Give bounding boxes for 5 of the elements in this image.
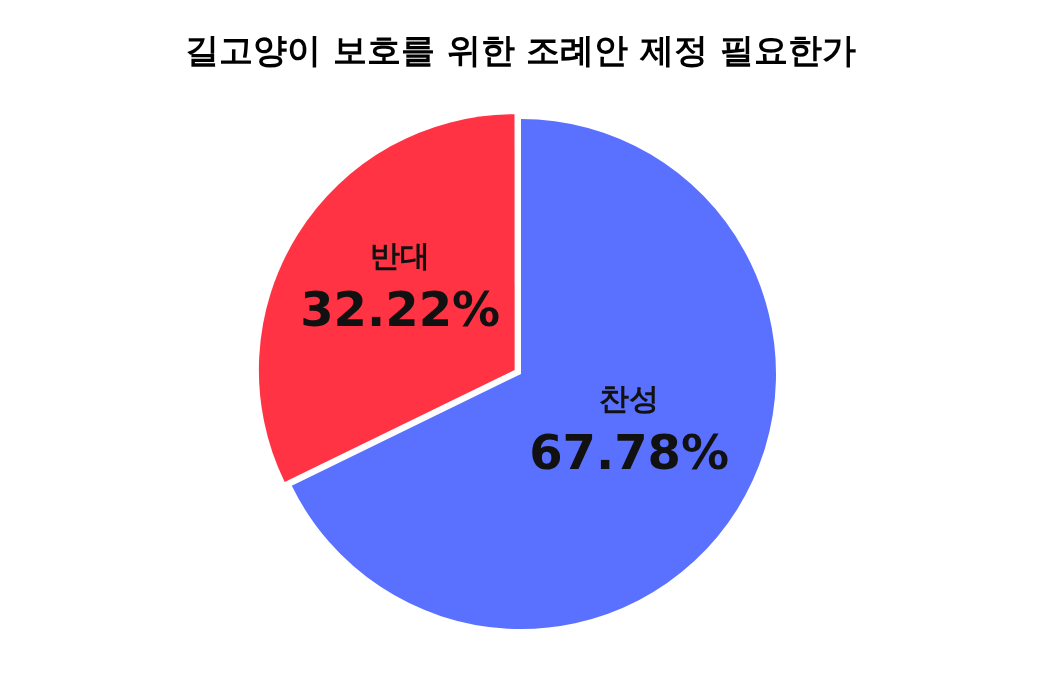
slice-label: 반대: [369, 238, 430, 274]
data-label: 67.78%: [528, 424, 729, 481]
data-label: 32.22%: [299, 280, 500, 337]
chart-title: 길고양이 보호를 위한 조례안 제정 필요한가: [183, 29, 858, 72]
slice-label: 찬성: [598, 381, 659, 417]
